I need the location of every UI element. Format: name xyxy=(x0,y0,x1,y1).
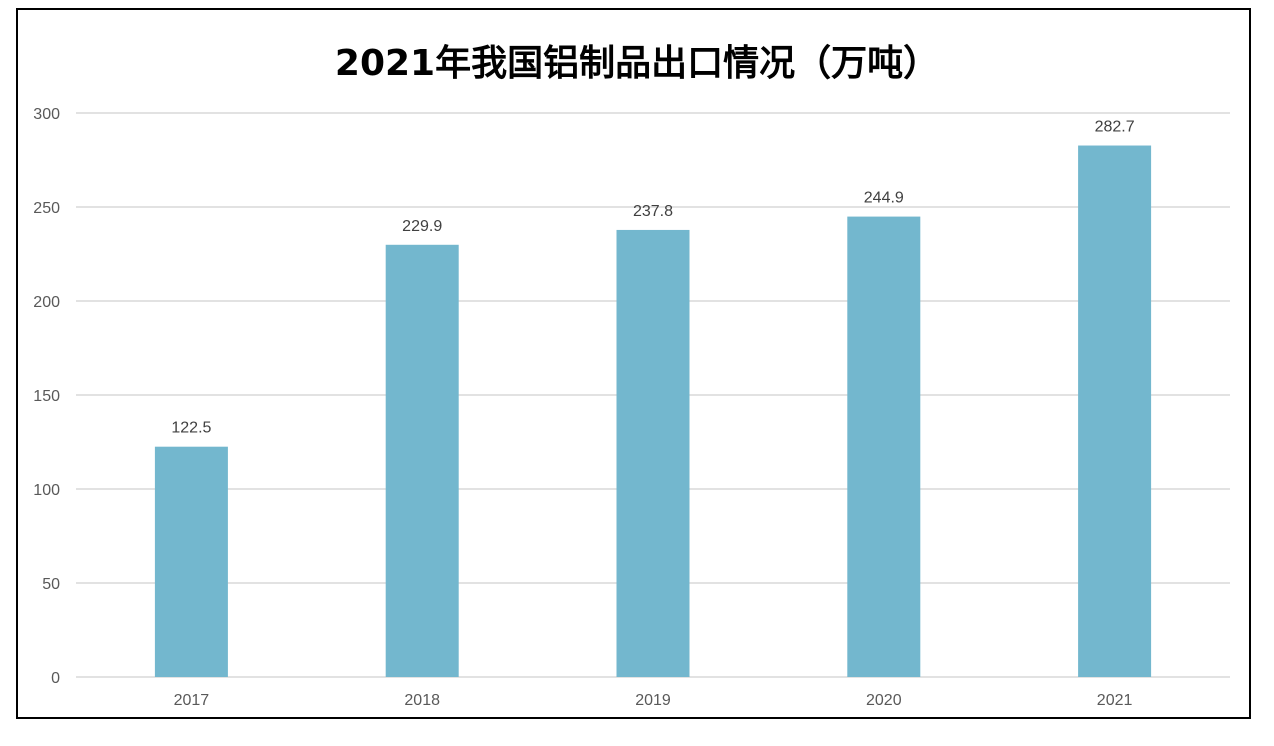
x-axis-tick-labels: 2017 2018 2019 2020 2021 xyxy=(174,692,1133,709)
y-tick-label: 250 xyxy=(33,200,60,217)
y-tick-label: 200 xyxy=(33,294,60,311)
bar-2017 xyxy=(154,446,228,677)
x-tick-label-2018: 2018 xyxy=(404,692,440,709)
y-tick-label: 150 xyxy=(33,388,60,405)
data-label-2021: 282.7 xyxy=(1095,119,1135,136)
y-tick-label: 50 xyxy=(42,576,60,593)
data-label-2020: 244.9 xyxy=(864,190,904,207)
y-tick-label: 300 xyxy=(33,106,60,123)
y-tick-label: 100 xyxy=(33,482,60,499)
x-tick-label-2019: 2019 xyxy=(635,692,671,709)
data-label-2019: 237.8 xyxy=(633,203,673,220)
y-axis-tick-labels: 0 50 100 150 200 250 300 xyxy=(33,106,60,687)
bar-2021 xyxy=(1078,145,1152,678)
bar-2018 xyxy=(385,244,459,677)
chart-title: 2021年我国铝制品出口情况（万吨） xyxy=(334,43,940,84)
bars xyxy=(154,145,1152,678)
bar-2020 xyxy=(847,216,921,677)
data-labels: 122.5 229.9 237.8 244.9 282.7 xyxy=(171,119,1134,437)
data-label-2018: 229.9 xyxy=(402,218,442,235)
x-tick-label-2017: 2017 xyxy=(174,692,210,709)
x-tick-label-2020: 2020 xyxy=(866,692,902,709)
data-label-2017: 122.5 xyxy=(171,420,211,437)
y-tick-label: 0 xyxy=(51,670,60,687)
bar-2019 xyxy=(616,229,690,677)
x-tick-label-2021: 2021 xyxy=(1097,692,1133,709)
